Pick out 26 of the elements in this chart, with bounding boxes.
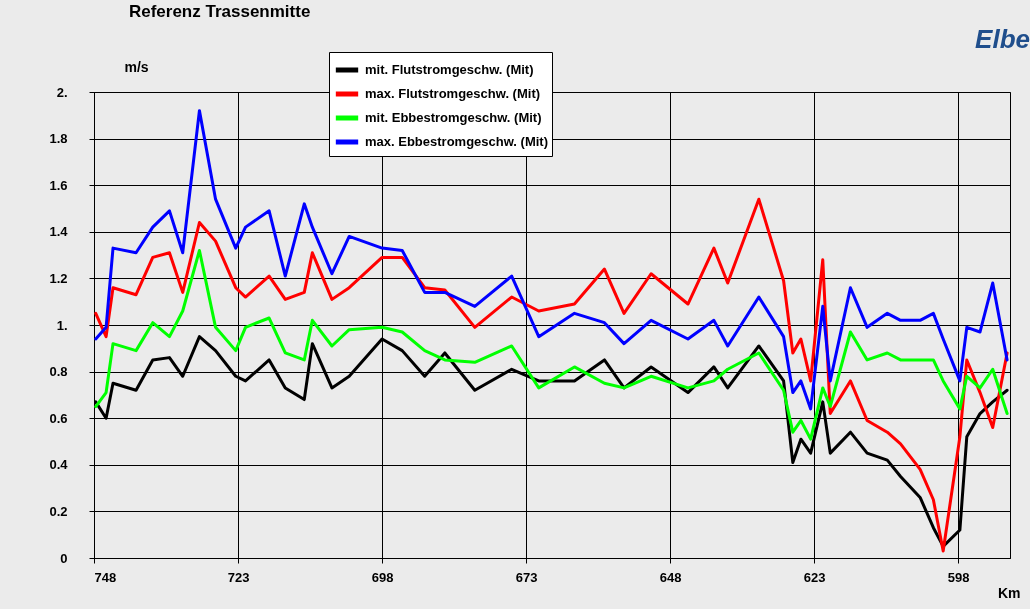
y-tick-label: 1.6: [49, 177, 68, 193]
y-tick-label: 0.4: [49, 457, 69, 473]
x-tick-label: 623: [803, 569, 826, 585]
legend-label: max. Ebbestromgeschw. (Mit): [365, 134, 548, 149]
y-tick-label: 0.2: [49, 503, 68, 519]
y-tick-label: 2.: [56, 84, 68, 100]
y-tick-label: 1.2: [49, 270, 68, 286]
legend-label: max. Flutstromgeschw. (Mit): [365, 86, 541, 101]
x-tick-label: 598: [947, 569, 970, 585]
y-tick-label: 0: [60, 550, 68, 566]
x-tick-label: 673: [515, 569, 538, 585]
x-axis-title: Km: [997, 584, 1021, 601]
y-tick-label: 1.: [56, 317, 68, 333]
x-tick-label: 698: [371, 569, 394, 585]
y-axis-title: m/s: [124, 58, 149, 75]
y-tick-label: 1.4: [49, 224, 69, 240]
y-tick-label: 0.6: [49, 410, 68, 426]
y-tick-label: 1.8: [49, 131, 68, 147]
x-tick-label: 648: [659, 569, 682, 585]
text: Elbe: [975, 24, 1030, 54]
y-tick-label: 0.8: [49, 364, 68, 380]
chart-title: Referenz Trassenmitte: [128, 2, 311, 21]
x-tick-label: 748: [94, 569, 117, 585]
legend-label: mit. Flutstromgeschw. (Mit): [365, 62, 534, 77]
x-tick-label: 723: [227, 569, 250, 585]
legend-label: mit. Ebbestromgeschw. (Mit): [365, 110, 542, 125]
